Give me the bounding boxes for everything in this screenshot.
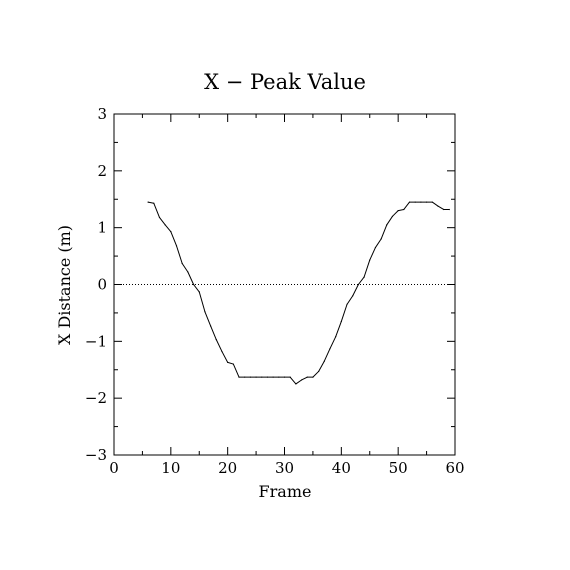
data-point	[380, 238, 382, 240]
x-tick-label: 0	[109, 459, 119, 477]
data-point	[181, 262, 183, 265]
data-point	[403, 208, 405, 211]
y-tick-label: 2	[97, 162, 107, 180]
data-point	[420, 201, 422, 203]
data-point	[295, 383, 297, 385]
data-point	[147, 201, 149, 203]
y-tick-label: −3	[85, 446, 107, 464]
data-point	[261, 376, 263, 378]
y-tick-label: 0	[97, 276, 107, 294]
x-axis-label: Frame	[259, 482, 312, 501]
x-tick-label: 20	[218, 459, 237, 477]
data-point	[170, 231, 172, 233]
data-point	[249, 376, 251, 378]
data-point	[300, 379, 303, 381]
data-point	[323, 360, 325, 362]
y-tick-label: −2	[85, 389, 107, 407]
y-axis: 3 2 1 0 −1 −2 −3	[85, 105, 455, 464]
data-point	[227, 361, 229, 363]
data-point	[192, 283, 195, 286]
data-point	[443, 208, 445, 211]
x-tick-label: 60	[445, 459, 464, 477]
plot-area	[113, 113, 456, 456]
data-point	[329, 348, 331, 350]
data-point	[283, 376, 286, 378]
data-point	[397, 210, 399, 212]
data-point	[431, 201, 433, 203]
y-tick-label: 3	[97, 105, 107, 123]
data-point	[363, 276, 365, 278]
data-point	[312, 376, 314, 378]
data-point	[425, 201, 428, 203]
series-line	[148, 201, 450, 385]
data-point	[221, 350, 223, 353]
data-point	[255, 376, 257, 378]
data-point	[158, 216, 161, 219]
data-point	[374, 246, 377, 249]
data-point	[198, 291, 200, 293]
y-tick-label: −1	[85, 332, 107, 350]
x-tick-label: 50	[389, 459, 408, 477]
data-point	[210, 325, 212, 327]
chart-title: X − Peak Value	[204, 70, 366, 94]
y-axis-label: X Distance (m)	[55, 225, 74, 345]
data-point	[232, 363, 234, 365]
data-point	[244, 376, 246, 378]
data-point	[340, 320, 342, 323]
y-tick-label: 1	[97, 219, 107, 237]
data-point	[153, 202, 155, 204]
x-tick-label: 30	[275, 459, 294, 477]
data-point	[448, 208, 450, 211]
data-point	[238, 376, 240, 378]
data-point	[346, 303, 348, 305]
data-point	[335, 336, 337, 338]
data-point	[357, 283, 359, 286]
data-point	[437, 205, 439, 207]
data-point	[204, 311, 206, 313]
data-point	[352, 295, 354, 297]
data-point	[391, 215, 394, 217]
data-point	[369, 259, 371, 261]
x-tick-label: 40	[332, 459, 351, 477]
data-point	[187, 271, 189, 273]
data-point	[386, 224, 388, 226]
x-tick-label: 10	[161, 459, 180, 477]
data-point	[318, 370, 320, 373]
data-point	[278, 376, 280, 378]
data-point	[306, 376, 308, 378]
x-axis: 0 10 20 30 40 50 60	[109, 114, 465, 477]
data-point	[175, 245, 178, 247]
data-point	[408, 201, 411, 203]
data-point	[272, 376, 274, 378]
data-point	[164, 224, 166, 226]
data-point	[414, 201, 416, 203]
data-point	[289, 376, 291, 378]
data-point	[266, 376, 269, 378]
data-point	[215, 339, 217, 341]
